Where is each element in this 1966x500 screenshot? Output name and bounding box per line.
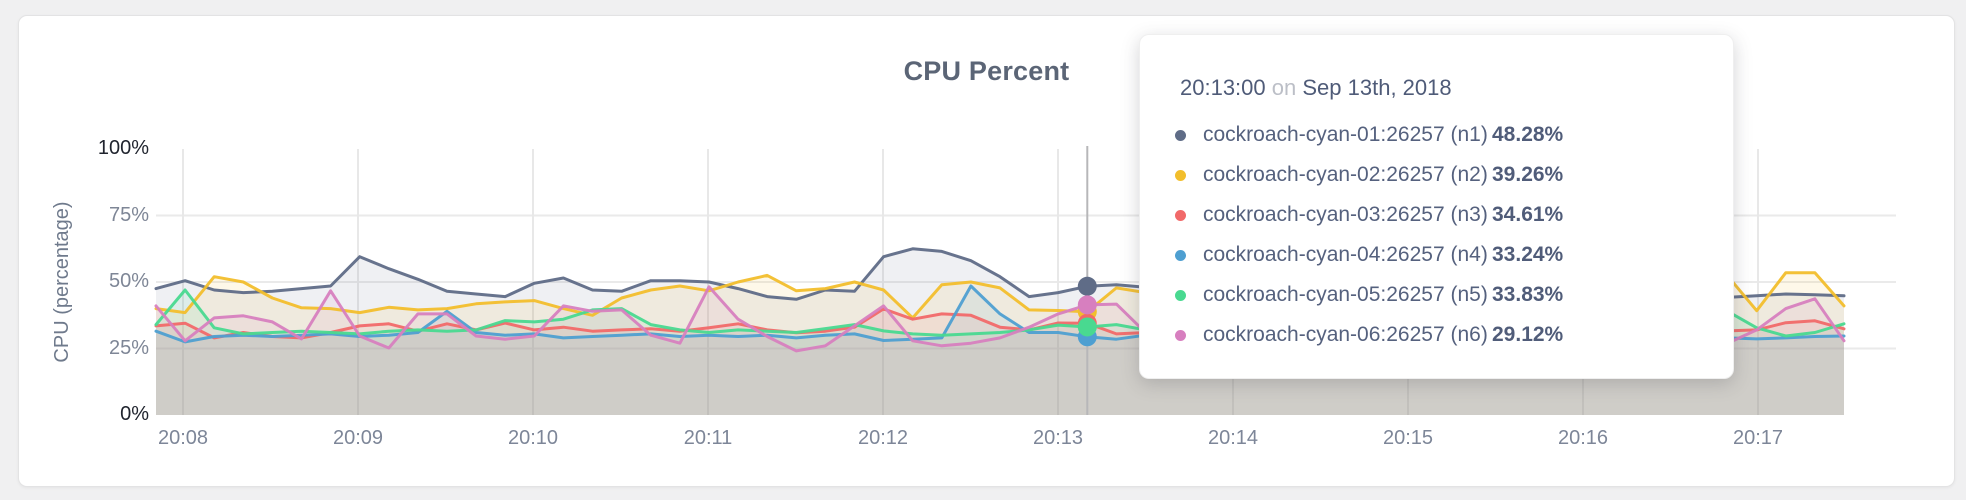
- chart-title: CPU Percent: [903, 56, 1070, 86]
- tooltip-title: 20:13:00 on Sep 13th, 2018: [1180, 75, 1733, 101]
- hover-tooltip: 20:13:00 on Sep 13th, 2018 cockroach-cya…: [1139, 34, 1734, 379]
- x-axis-tick-label: 20:08: [157, 427, 209, 449]
- series-area: [156, 286, 1844, 415]
- series-dot-icon: [1175, 289, 1186, 301]
- series-dot-icon: [1175, 129, 1186, 141]
- x-axis-tick-label: 20:14: [1207, 427, 1259, 449]
- tooltip-series-label: cockroach-cyan-05:26257 (n5): [1203, 283, 1488, 306]
- tooltip-time: 20:13:00: [1180, 75, 1266, 100]
- chart-card: CPU Percent CPU (percentage) 100% 75% 50% 2…: [18, 15, 1955, 487]
- tooltip-series-value: 33.24%: [1492, 243, 1564, 266]
- tooltip-series-value: 29.12%: [1492, 323, 1564, 346]
- tooltip-row: cockroach-cyan-03:26257 (n3) 34.61%: [1140, 195, 1733, 235]
- y-axis-tick-label: 25%: [108, 336, 149, 359]
- hover-point-dot: [1077, 317, 1097, 337]
- tooltip-row: cockroach-cyan-02:26257 (n2) 39.26%: [1140, 155, 1733, 195]
- tooltip-series-label: cockroach-cyan-06:26257 (n6): [1203, 323, 1488, 346]
- tooltip-series-label: cockroach-cyan-01:26257 (n1): [1203, 123, 1488, 146]
- tooltip-series-label: cockroach-cyan-02:26257 (n2): [1203, 163, 1488, 186]
- tooltip-series-value: 39.26%: [1492, 163, 1564, 186]
- x-axis-tick-label: 20:11: [683, 427, 733, 449]
- tooltip-row: cockroach-cyan-01:26257 (n1) 48.28%: [1140, 115, 1733, 155]
- y-axis-tick-label: 0%: [120, 403, 149, 425]
- series-area: [156, 290, 1844, 415]
- x-axis-tick-label: 20:17: [1732, 427, 1784, 449]
- tooltip-series-label: cockroach-cyan-03:26257 (n3): [1203, 203, 1488, 226]
- series-dot-icon: [1175, 329, 1186, 341]
- x-axis-tick-label: 20:10: [507, 427, 559, 449]
- tooltip-on-word: on: [1271, 75, 1297, 100]
- x-axis-tick-label: 20:09: [332, 427, 384, 449]
- x-axis-tick-label: 20:15: [1382, 427, 1434, 449]
- tooltip-series-value: 48.28%: [1492, 123, 1564, 146]
- x-axis-tick-label: 20:12: [857, 427, 909, 449]
- tooltip-series-label: cockroach-cyan-04:26257 (n4): [1203, 243, 1488, 266]
- y-axis-tick-label: 75%: [108, 203, 149, 226]
- series-area: [156, 286, 1844, 415]
- tooltip-row: cockroach-cyan-04:26257 (n4) 33.24%: [1140, 235, 1733, 275]
- x-axis-tick-label: 20:13: [1032, 427, 1084, 449]
- tooltip-series-value: 34.61%: [1492, 203, 1564, 226]
- tooltip-row: cockroach-cyan-05:26257 (n5) 33.83%: [1140, 275, 1733, 315]
- tooltip-date: Sep 13th, 2018: [1302, 75, 1452, 100]
- tooltip-series-value: 33.83%: [1492, 283, 1564, 306]
- tooltip-row: cockroach-cyan-06:26257 (n6) 29.12%: [1140, 315, 1733, 355]
- series-dot-icon: [1175, 209, 1186, 221]
- x-axis-tick-label: 20:16: [1557, 427, 1609, 449]
- y-axis-tick-label: 100%: [97, 137, 149, 159]
- hover-point-dot: [1077, 295, 1097, 315]
- series-dot-icon: [1175, 249, 1186, 261]
- y-axis-tick-label: 50%: [108, 270, 149, 292]
- series-dot-icon: [1175, 169, 1186, 181]
- hover-point-dot: [1077, 276, 1097, 296]
